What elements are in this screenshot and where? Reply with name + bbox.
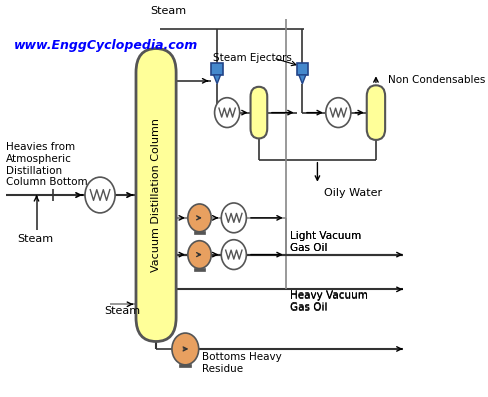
Bar — [179, 364, 191, 367]
Polygon shape — [299, 75, 306, 84]
Circle shape — [221, 203, 246, 233]
Circle shape — [188, 241, 211, 268]
Polygon shape — [214, 75, 221, 84]
Circle shape — [85, 177, 115, 213]
Text: Light Vacuum
Gas Oil: Light Vacuum Gas Oil — [290, 231, 361, 252]
Bar — [297, 63, 308, 75]
FancyBboxPatch shape — [136, 48, 176, 341]
Text: Steam Ejectors: Steam Ejectors — [213, 53, 292, 63]
Text: Heavy Vacuum
Gas Oil: Heavy Vacuum Gas Oil — [290, 290, 367, 312]
FancyBboxPatch shape — [367, 85, 385, 140]
Circle shape — [221, 240, 246, 270]
Bar — [194, 268, 205, 271]
Text: www.EnggCyclopedia.com: www.EnggCyclopedia.com — [14, 39, 198, 52]
Text: Steam: Steam — [104, 306, 141, 316]
Circle shape — [215, 98, 240, 127]
Text: Oily Water: Oily Water — [324, 187, 382, 198]
Circle shape — [188, 204, 211, 232]
Circle shape — [326, 98, 351, 127]
Bar — [194, 231, 205, 234]
Text: Non Condensables: Non Condensables — [387, 75, 485, 85]
Text: Bottoms Heavy
Residue: Bottoms Heavy Residue — [202, 352, 282, 374]
Circle shape — [172, 333, 199, 365]
FancyBboxPatch shape — [250, 87, 267, 139]
Text: Heavy Vacuum
Gas Oil: Heavy Vacuum Gas Oil — [290, 291, 367, 313]
Text: Steam: Steam — [17, 234, 53, 244]
Text: Steam: Steam — [150, 6, 187, 16]
Text: Light Vacuum
Gas Oil: Light Vacuum Gas Oil — [290, 231, 361, 252]
Text: Heavies from
Atmospheric
Distillation
Column Bottom: Heavies from Atmospheric Distillation Co… — [5, 143, 87, 187]
Bar — [211, 63, 223, 75]
Text: Vacuum Distillation Column: Vacuum Distillation Column — [151, 118, 161, 272]
